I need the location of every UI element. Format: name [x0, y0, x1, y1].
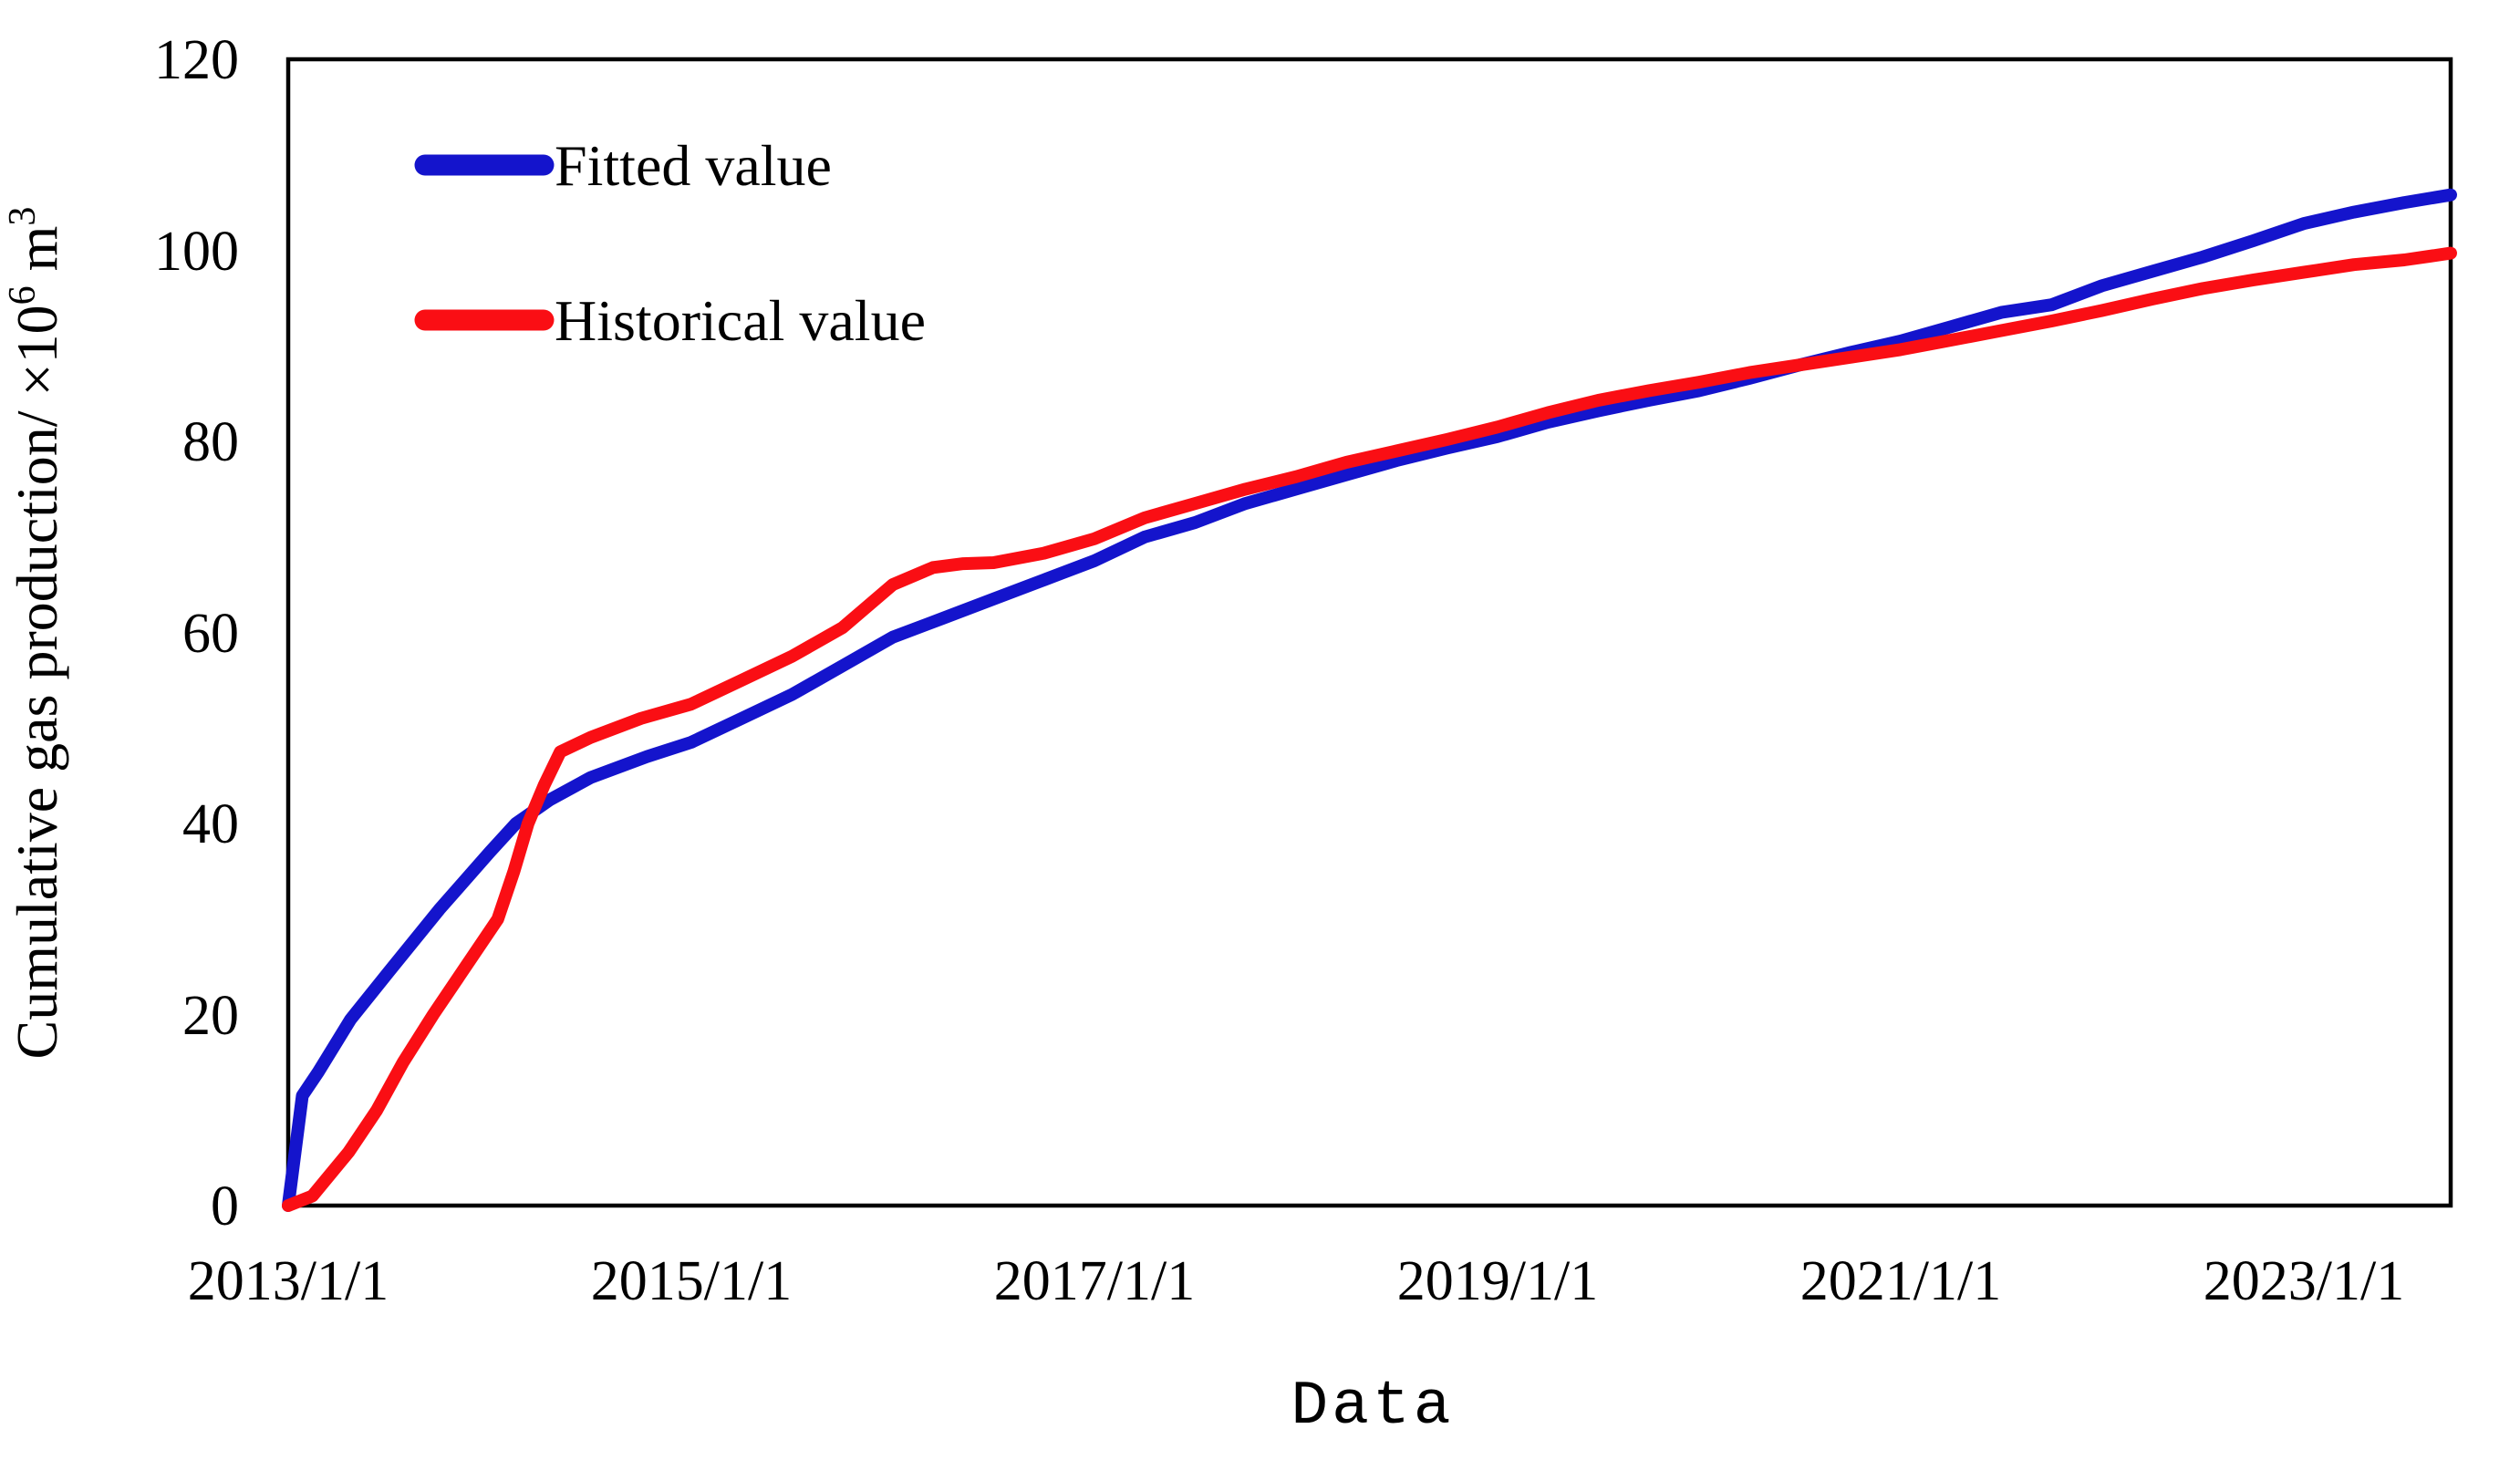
y-tick-80: 80: [182, 411, 239, 473]
x-tick-2019: 2019/1/1: [1397, 1250, 1598, 1312]
x-axis-title: Data: [1291, 1372, 1454, 1442]
x-tick-2013: 2013/1/1: [188, 1250, 389, 1312]
y-tick-0: 0: [211, 1175, 239, 1237]
y-axis-tick-labels: 0 20 40 60 80 100 120: [154, 29, 239, 1237]
x-tick-2021: 2021/1/1: [1800, 1250, 2001, 1312]
y-tick-120: 120: [154, 29, 239, 91]
plot-frame: [285, 57, 2453, 1208]
y-tick-40: 40: [182, 793, 239, 855]
x-axis-tick-labels: 2013/1/1 2015/1/1 2017/1/1 2019/1/1 2021…: [188, 1250, 2404, 1312]
y-tick-60: 60: [182, 603, 239, 665]
y-axis-title: Cumulative gas production/ ×106 m3: [2, 207, 69, 1060]
x-tick-2017: 2017/1/1: [994, 1250, 1195, 1312]
historical-line: [282, 246, 2457, 1212]
legend-fitted-label: Fitted value: [555, 133, 832, 198]
y-tick-100: 100: [154, 221, 239, 283]
legend: Fitted value Historical value: [414, 133, 926, 353]
x-tick-2015: 2015/1/1: [591, 1250, 792, 1312]
x-tick-2023: 2023/1/1: [2204, 1250, 2404, 1312]
y-tick-20: 20: [182, 985, 239, 1047]
legend-historical-label: Historical value: [555, 288, 926, 353]
